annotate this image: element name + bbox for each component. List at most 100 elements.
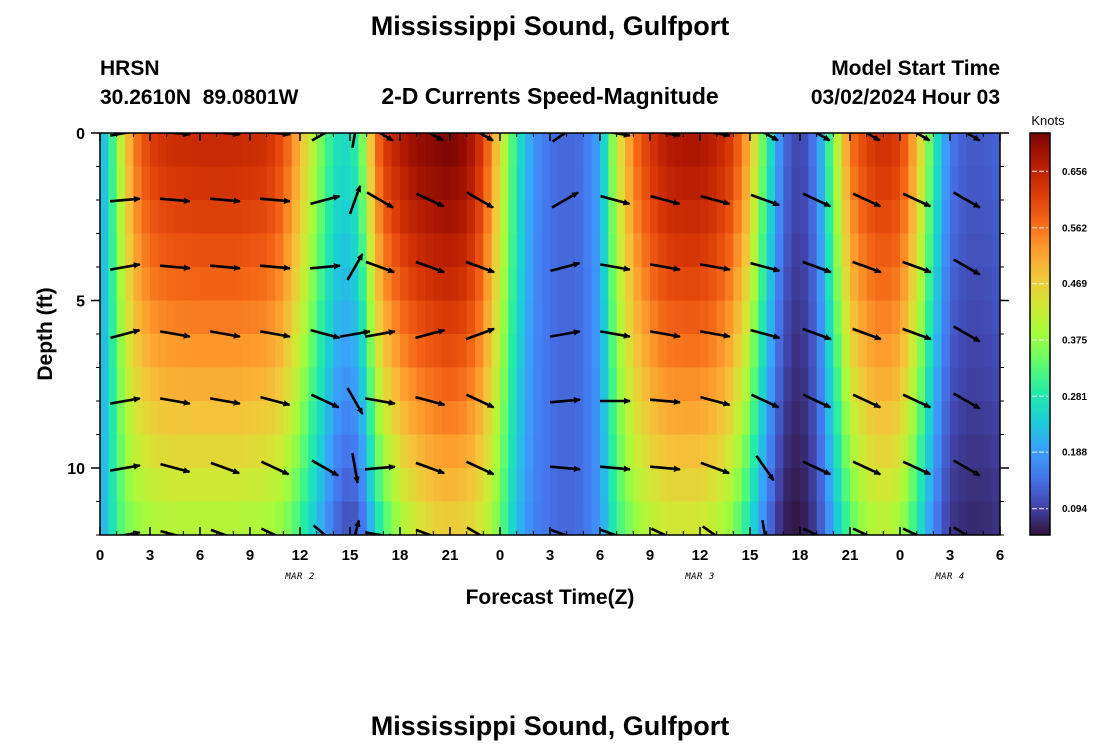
heatmap-cell xyxy=(133,401,143,436)
heatmap-cell xyxy=(733,334,743,369)
heatmap-cell xyxy=(258,300,268,335)
heatmap-cell xyxy=(650,267,659,302)
heatmap-cell xyxy=(916,133,926,168)
heatmap-cell xyxy=(441,166,451,201)
heatmap-cell xyxy=(150,300,159,335)
heatmap-cell xyxy=(675,501,684,535)
heatmap-cell xyxy=(133,233,143,268)
heatmap-cell xyxy=(691,267,701,302)
heatmap-cell xyxy=(641,166,651,201)
heatmap-cell xyxy=(675,300,684,335)
heatmap-cell xyxy=(841,501,851,535)
heatmap-cell xyxy=(933,300,943,335)
heatmap-cell xyxy=(975,200,984,235)
heatmap-cell xyxy=(675,267,684,302)
heatmap-cell xyxy=(750,367,759,402)
heatmap-cell xyxy=(216,401,226,436)
heatmap-cell xyxy=(633,200,643,235)
current-arrow xyxy=(159,330,191,339)
heatmap-cell xyxy=(533,267,543,302)
heatmap-cell xyxy=(708,300,718,335)
current-arrow xyxy=(310,328,341,340)
heatmap-cell xyxy=(291,166,301,201)
heatmap-cell xyxy=(600,468,609,503)
current-arrow xyxy=(953,459,981,477)
heatmap-cell xyxy=(816,233,826,268)
heatmap-cell xyxy=(550,233,559,268)
heatmap-cell xyxy=(866,200,876,235)
heatmap-cell xyxy=(341,300,351,335)
heatmap-cell xyxy=(366,334,376,369)
heatmap-cell xyxy=(858,233,868,268)
heatmap-cell xyxy=(283,367,293,402)
heatmap-cell xyxy=(566,200,576,235)
heatmap-cell xyxy=(216,300,226,335)
heatmap-cell xyxy=(341,334,351,369)
heatmap-cell xyxy=(691,434,701,469)
heatmap-cell xyxy=(600,300,609,335)
heatmap-cell xyxy=(591,401,601,436)
current-arrow xyxy=(802,460,832,476)
heatmap-cell xyxy=(708,133,718,168)
heatmap-cell xyxy=(283,166,293,201)
x-tick-label: 0 xyxy=(96,547,104,564)
heatmap-cell xyxy=(916,300,926,335)
x-tick-label: 15 xyxy=(742,547,759,564)
heatmap-cell xyxy=(158,468,168,503)
heatmap-cell xyxy=(258,267,268,302)
current-arrow xyxy=(600,194,631,206)
heatmap-cell xyxy=(566,133,576,168)
heatmap-cell xyxy=(441,334,451,369)
heatmap-cell xyxy=(483,367,493,402)
heatmap-cell xyxy=(391,334,401,369)
heatmap-cell xyxy=(566,434,576,469)
heatmap-cell xyxy=(100,300,109,335)
current-arrow xyxy=(159,397,191,406)
heatmap-cell xyxy=(241,233,251,268)
heatmap-cell xyxy=(258,468,268,503)
heatmap-cell xyxy=(966,267,976,302)
heatmap-cell xyxy=(758,468,768,503)
heatmap-cell xyxy=(258,200,268,235)
heatmap-cell xyxy=(541,401,551,436)
heatmap-cell xyxy=(208,501,218,535)
heatmap-cell xyxy=(341,468,351,503)
heatmap-cell xyxy=(541,133,551,168)
heatmap-cell xyxy=(150,267,159,302)
heatmap-cell xyxy=(508,166,518,201)
heatmap-cell xyxy=(891,468,901,503)
heatmap-cell xyxy=(133,166,143,201)
current-arrow xyxy=(364,464,396,471)
current-arrow xyxy=(699,330,731,339)
heatmap-cell xyxy=(233,401,243,436)
heatmap-cell xyxy=(158,501,168,535)
heatmap-cell xyxy=(566,334,576,369)
y-tick-label: 10 xyxy=(67,461,85,478)
heatmap-cell xyxy=(325,468,334,503)
heatmap-cell xyxy=(183,233,193,268)
heatmap-cell xyxy=(766,401,776,436)
heatmap-cell xyxy=(233,468,243,503)
heatmap-cell xyxy=(608,200,618,235)
x-tick-label: 18 xyxy=(792,547,809,564)
heatmap-cell xyxy=(441,233,451,268)
heatmap-cell xyxy=(650,401,659,436)
heatmap-cell xyxy=(175,267,184,302)
current-arrow xyxy=(649,398,681,405)
heatmap-cell xyxy=(383,468,393,503)
heatmap-cell xyxy=(566,501,576,535)
heatmap-cell xyxy=(391,267,401,302)
heatmap-cell xyxy=(600,367,609,402)
heatmap-cell xyxy=(958,367,968,402)
heatmap-cell xyxy=(675,334,684,369)
heatmap-cell xyxy=(541,233,551,268)
heatmap-cell xyxy=(450,468,459,503)
heatmap-cell xyxy=(200,233,209,268)
heatmap-cell xyxy=(400,434,409,469)
heatmap-cell xyxy=(450,133,459,168)
heatmap-cell xyxy=(991,468,1000,503)
heatmap-cell xyxy=(166,166,176,201)
heatmap-cell xyxy=(583,501,593,535)
heatmap-cell xyxy=(491,133,501,168)
heatmap-cell xyxy=(100,434,109,469)
